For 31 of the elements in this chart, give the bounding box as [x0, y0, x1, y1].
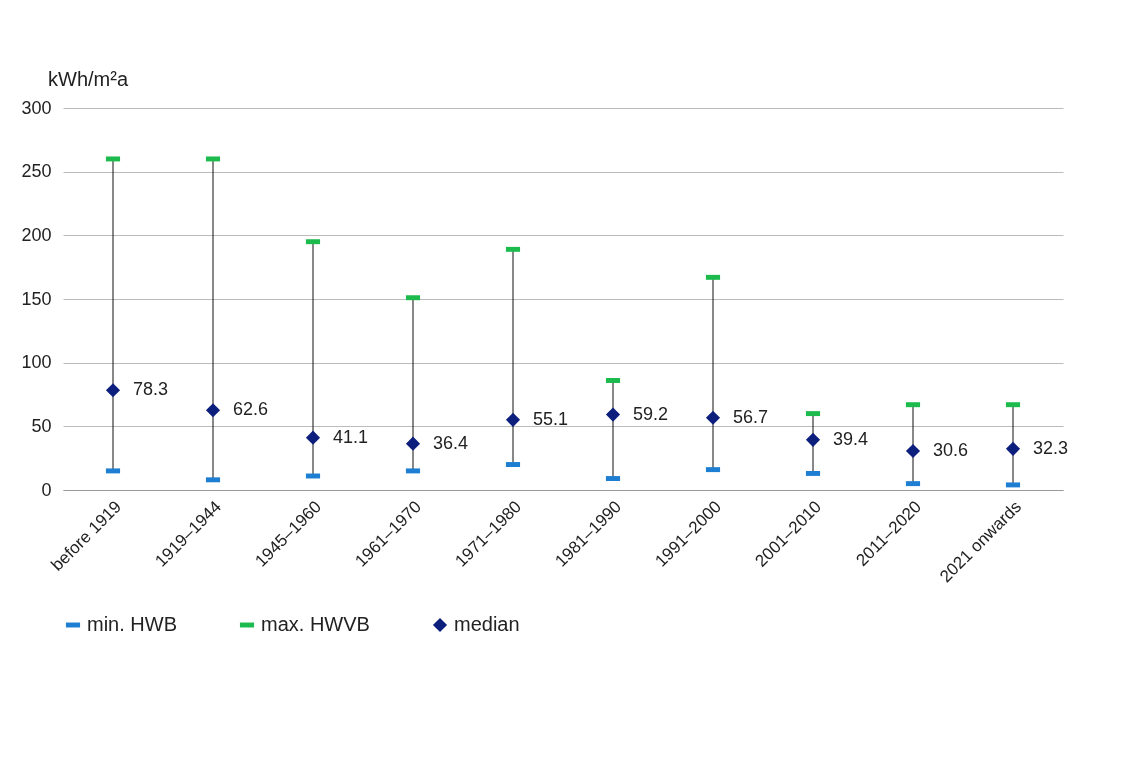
data-label: 59.2 — [633, 403, 669, 424]
point — [505, 412, 521, 427]
data-label: 36.4 — [433, 432, 469, 453]
point — [805, 432, 821, 447]
data-label: 56.7 — [733, 406, 769, 427]
point — [405, 436, 421, 451]
y-tick-label: 50 — [31, 415, 52, 436]
y-tick-label: 200 — [21, 224, 52, 245]
y-tick-label: 250 — [21, 161, 52, 182]
y-tick-label: 150 — [21, 288, 52, 309]
data-label: 55.1 — [533, 408, 569, 429]
legend-label: median — [454, 613, 520, 635]
data-label: 30.6 — [933, 440, 969, 461]
point — [305, 430, 321, 445]
point — [605, 407, 621, 422]
point — [905, 443, 921, 459]
y-tick-label: 100 — [21, 352, 52, 373]
legend-label: min. HWB — [87, 613, 177, 635]
legend-label: max. HWVB — [261, 613, 370, 635]
y-axis-title: kWh/m²a — [48, 68, 129, 90]
point — [105, 383, 121, 398]
y-tick-label: 0 — [41, 479, 52, 500]
data-label: 39.4 — [833, 428, 869, 449]
data-label: 78.3 — [133, 379, 169, 400]
point — [705, 410, 721, 425]
data-label: 41.1 — [333, 426, 369, 447]
data-label: 62.6 — [233, 399, 269, 420]
point — [1005, 441, 1021, 456]
data-label: 32.3 — [1033, 437, 1069, 458]
point — [205, 403, 221, 418]
y-tick-label: 300 — [21, 97, 52, 118]
